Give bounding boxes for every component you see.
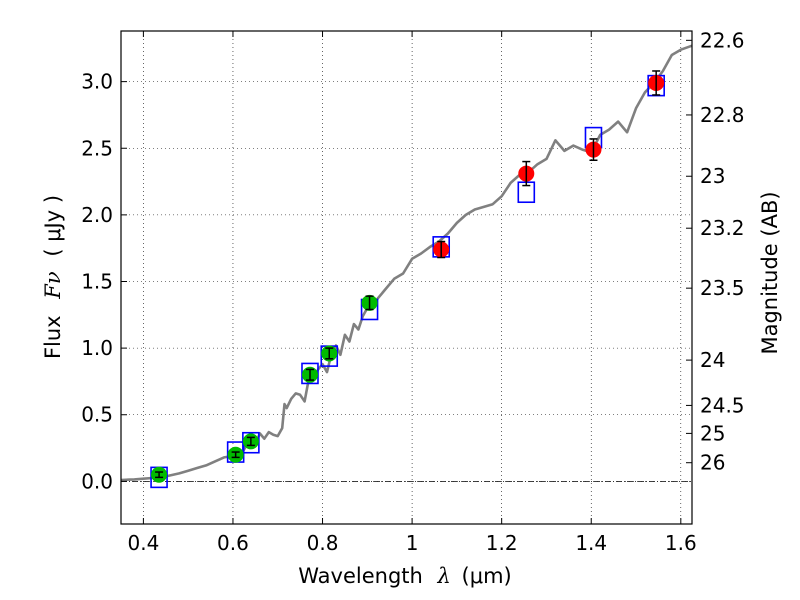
y2-tick-label: 22.6 xyxy=(700,28,745,52)
model-photometry-box xyxy=(242,431,260,454)
y-tick-label: 2.5 xyxy=(81,136,113,160)
y2-tick-label: 24 xyxy=(700,348,725,372)
x-axis-label-symbol: λ xyxy=(437,564,451,588)
x-tick-label: 1.2 xyxy=(486,531,518,555)
y-axis-label-symbol: Fν xyxy=(41,271,65,300)
model-photometry-box xyxy=(301,362,319,385)
x-tick-label: 1.4 xyxy=(575,531,607,555)
y-tick-label: 1.5 xyxy=(81,269,113,293)
x-tick-label: 0.8 xyxy=(307,531,339,555)
y-tick-label: 1.0 xyxy=(81,336,113,360)
y2-tick-label: 25 xyxy=(700,421,725,445)
x-tick-label: 0.4 xyxy=(127,531,159,555)
y2-tick-label: 22.8 xyxy=(700,103,745,127)
x-axis-label: Wavelength λ (μm) xyxy=(298,564,511,588)
axis-ticks: 0.4 0.6 0.8 1 1.2 1.4 1.6 0.0 0.5 1.0 1.5 2.0 2.5 3.0… xyxy=(81,28,744,555)
y2-axis-label: Magnitude (AB) xyxy=(758,191,782,354)
y-axis-label: Flux Fν ( μJy ) xyxy=(41,195,65,359)
y2-tick-label: 23 xyxy=(700,164,725,188)
x-tick-label: 0.6 xyxy=(217,531,249,555)
data-series xyxy=(120,44,693,489)
y2-tick-label: 23.5 xyxy=(700,276,745,300)
x-tick-label: 1 xyxy=(406,531,419,555)
y-tick-label: 0.0 xyxy=(81,469,113,493)
y-tick-label: 2.0 xyxy=(81,203,113,227)
plot-frame xyxy=(120,30,693,525)
y-tick-label: 3.0 xyxy=(81,70,113,94)
x-tick-label: 1.6 xyxy=(665,531,697,555)
y2-tick-label: 23.2 xyxy=(700,216,745,240)
y2-tick-label: 24.5 xyxy=(700,393,745,417)
y-tick-label: 0.5 xyxy=(81,403,113,427)
y-axis-label-unit: ( μJy ) xyxy=(41,195,65,257)
y-axis-label-text: Flux xyxy=(41,315,65,359)
x-axis-label-unit: (μm) xyxy=(462,564,512,588)
y2-tick-label: 26 xyxy=(700,451,725,475)
x-axis-label-text: Wavelength xyxy=(298,564,423,588)
